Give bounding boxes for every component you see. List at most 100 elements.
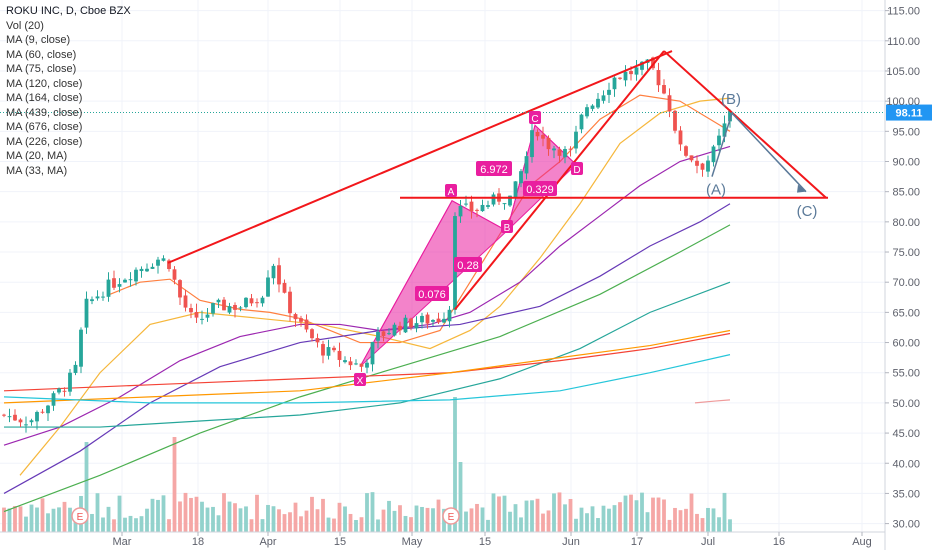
volume-bar (453, 397, 457, 532)
candle-body (524, 156, 529, 174)
volume-bar (640, 492, 644, 532)
y-tick-label: 80.00 (892, 217, 920, 229)
pattern-point-badge (571, 162, 583, 175)
candle-body (414, 323, 419, 329)
legend-item[interactable]: MA (226, close) (6, 135, 83, 148)
volume-bar (24, 516, 28, 532)
candle-body (337, 350, 342, 360)
candle-body (365, 362, 369, 368)
candle-body (667, 95, 672, 112)
volume-bar (150, 498, 155, 532)
legend-item[interactable]: MA (439, close) (6, 106, 83, 119)
volume-bar (436, 499, 441, 532)
volume-bar (541, 513, 545, 532)
candle-body (310, 329, 314, 339)
volume-bar (332, 518, 336, 532)
volume-bar (420, 506, 424, 532)
volume-bar (634, 500, 639, 532)
legend-item[interactable]: MA (164, close) (6, 92, 83, 104)
volume-bar (524, 500, 529, 532)
legend-item[interactable]: MA (33, MA) (6, 164, 68, 177)
volume-bar (458, 462, 463, 532)
volume-bar (667, 519, 672, 532)
candle-body (128, 279, 133, 281)
legend-item[interactable]: MA (120, close) (6, 77, 83, 90)
volume-bar (497, 496, 501, 532)
candle-body (618, 77, 622, 79)
legend-item[interactable]: MA (60, close) (6, 48, 77, 61)
candle-body (288, 291, 292, 314)
volume-bar (579, 507, 584, 532)
volume-bar (117, 495, 122, 532)
candle-body (579, 114, 584, 130)
volume-bar (134, 518, 138, 532)
volume-bar (211, 506, 215, 532)
pattern-point-badge (501, 220, 513, 233)
candle-body (513, 181, 518, 199)
candle-body (530, 130, 534, 158)
candle-body (491, 194, 496, 205)
legend-item[interactable]: MA (75, close) (6, 63, 77, 75)
volume-bar (695, 513, 699, 532)
candle-body (222, 299, 226, 311)
x-tick-label: 16 (773, 536, 785, 548)
volume-bar (299, 516, 303, 532)
y-tick-label: 60.00 (892, 338, 920, 350)
ratio-badge (454, 257, 482, 272)
x-tick-label: 17 (631, 536, 643, 548)
candle-body (612, 77, 617, 90)
candle-body (7, 416, 12, 418)
volume-bar (62, 501, 67, 532)
volume-bar (502, 495, 507, 532)
volume-bar (414, 505, 419, 532)
y-tick-label: 85.00 (892, 187, 920, 199)
volume-bar (535, 498, 540, 532)
volume-bar (717, 517, 721, 532)
y-tick-label: 110.00 (887, 36, 920, 48)
candle-body (343, 360, 347, 363)
volume-bar (623, 495, 628, 532)
legend-item[interactable]: MA (20, MA) (6, 150, 68, 162)
candle-body (150, 266, 155, 269)
candle-body (238, 307, 243, 309)
legend-title[interactable]: ROKU INC, D, Cboe BZX (6, 5, 131, 17)
earnings-label: E (77, 512, 84, 523)
legend-item[interactable]: Vol (20) (6, 19, 44, 32)
volume-bar (387, 500, 391, 532)
legend-item[interactable]: MA (9, close) (6, 34, 71, 46)
y-tick-label: 90.00 (892, 157, 920, 169)
volume-bar (359, 517, 364, 532)
candle-body (469, 201, 474, 212)
candle-body (321, 344, 325, 356)
candle-body (387, 333, 391, 335)
candle-body (13, 414, 17, 421)
x-tick-label: 15 (479, 536, 491, 548)
volume-bar (139, 516, 144, 532)
candle-body (574, 131, 578, 149)
candle-body (233, 304, 237, 310)
volume-bar (618, 502, 622, 532)
volume-bar (403, 515, 408, 532)
candle-body (689, 155, 694, 161)
candle-body (40, 411, 45, 413)
x-tick-label: Mar (113, 536, 132, 548)
candle-body (18, 419, 23, 423)
x-tick-label: Aug (852, 536, 872, 548)
pattern-point-label: C (531, 114, 538, 125)
candle-body (112, 278, 116, 288)
wave-label: (B) (721, 91, 741, 108)
candle-body (403, 317, 408, 333)
candle-body (706, 160, 710, 172)
volume-bar (13, 506, 17, 532)
volume-bar (282, 514, 287, 532)
candle-body (546, 137, 551, 150)
candle-body (464, 203, 468, 205)
legend-item[interactable]: MA (676, close) (6, 121, 83, 133)
volume-bar (315, 509, 320, 532)
volume-bar (590, 506, 595, 532)
candle-body (623, 71, 628, 81)
volume-bar (629, 494, 633, 532)
volume-bar (513, 504, 518, 532)
volume-bars (2, 397, 732, 532)
